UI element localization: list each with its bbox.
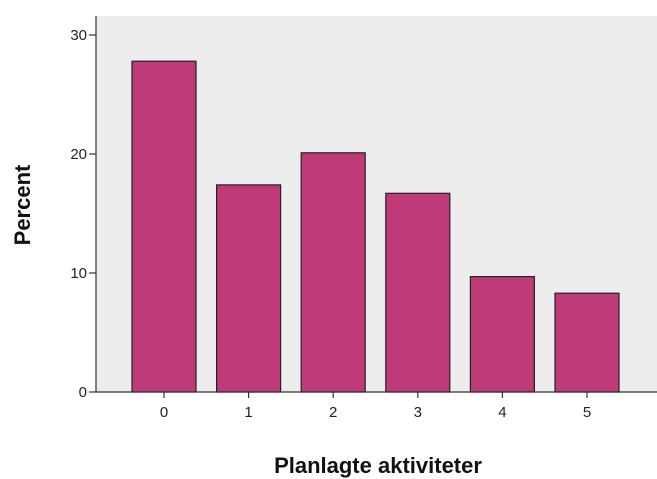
bar-1 xyxy=(216,184,282,393)
y-tick-label-10: 10 xyxy=(70,265,87,282)
x-tick-label-5: 5 xyxy=(583,404,591,421)
x-tick-label-1: 1 xyxy=(244,404,252,421)
bar-0 xyxy=(131,60,197,393)
bar-2 xyxy=(300,152,366,393)
bar-4 xyxy=(469,276,535,393)
y-tick-label-20: 20 xyxy=(70,146,87,163)
y-axis-ticks: 0 10 20 30 xyxy=(70,27,96,401)
y-axis-title: Percent xyxy=(10,164,35,245)
x-tick-label-2: 2 xyxy=(329,404,337,421)
x-axis-title: Planlagte aktiviteter xyxy=(274,453,482,478)
y-tick-label-30: 30 xyxy=(70,27,87,44)
y-tick-label-0: 0 xyxy=(79,384,87,401)
bar-5 xyxy=(554,292,620,393)
bars-layer xyxy=(131,60,620,393)
x-axis-ticks: 0 1 2 3 4 5 xyxy=(160,392,591,421)
x-tick-label-3: 3 xyxy=(414,404,422,421)
x-tick-label-4: 4 xyxy=(498,404,506,421)
x-tick-label-0: 0 xyxy=(160,404,168,421)
bar-3 xyxy=(385,192,451,393)
